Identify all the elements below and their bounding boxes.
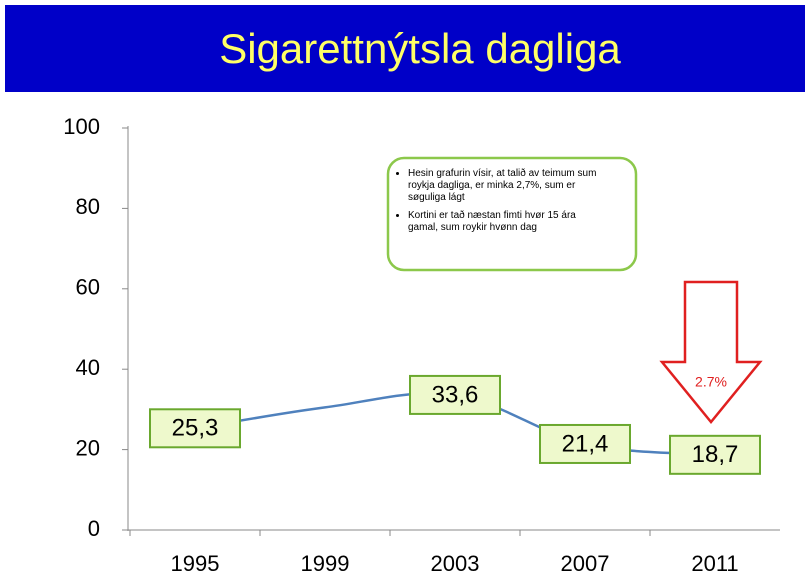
y-tick-label: 80	[76, 194, 100, 219]
data-label-box	[149, 408, 241, 449]
data-label: 25,3	[172, 415, 219, 442]
arrow	[659, 280, 763, 424]
data-label-box	[669, 434, 761, 475]
x-tick-label: 1999	[301, 551, 350, 576]
chart-title: Sigarettnýtsla dagliga	[219, 25, 621, 72]
annotation: Kortini er tað næstan fimti hvør 15 ára …	[408, 210, 620, 234]
x-tick-label: 1995	[171, 551, 220, 576]
title-bar	[5, 5, 805, 92]
annotation-list: Hesin grafurin vísir, at talið av teimum…	[392, 168, 620, 240]
y-tick-label: 100	[63, 114, 100, 139]
annotation: Hesin grafurin vísir, at talið av teimum…	[408, 168, 620, 204]
y-tick-label: 40	[76, 355, 100, 380]
y-tick-label: 60	[76, 275, 100, 300]
data-label: 33,6	[432, 381, 479, 408]
data-label-box	[539, 423, 631, 464]
y-tick-label: 20	[76, 435, 100, 460]
data-label: 18,7	[692, 441, 739, 468]
x-tick-label: 2011	[691, 551, 738, 576]
y-tick-label: 0	[88, 516, 100, 541]
arrow-label: 2.7%	[695, 374, 727, 390]
data-label-box	[409, 374, 501, 415]
annotation-box	[386, 156, 638, 272]
x-tick-label: 2007	[561, 551, 610, 576]
data-label: 21,4	[562, 430, 609, 457]
x-tick-label: 2003	[431, 551, 480, 576]
